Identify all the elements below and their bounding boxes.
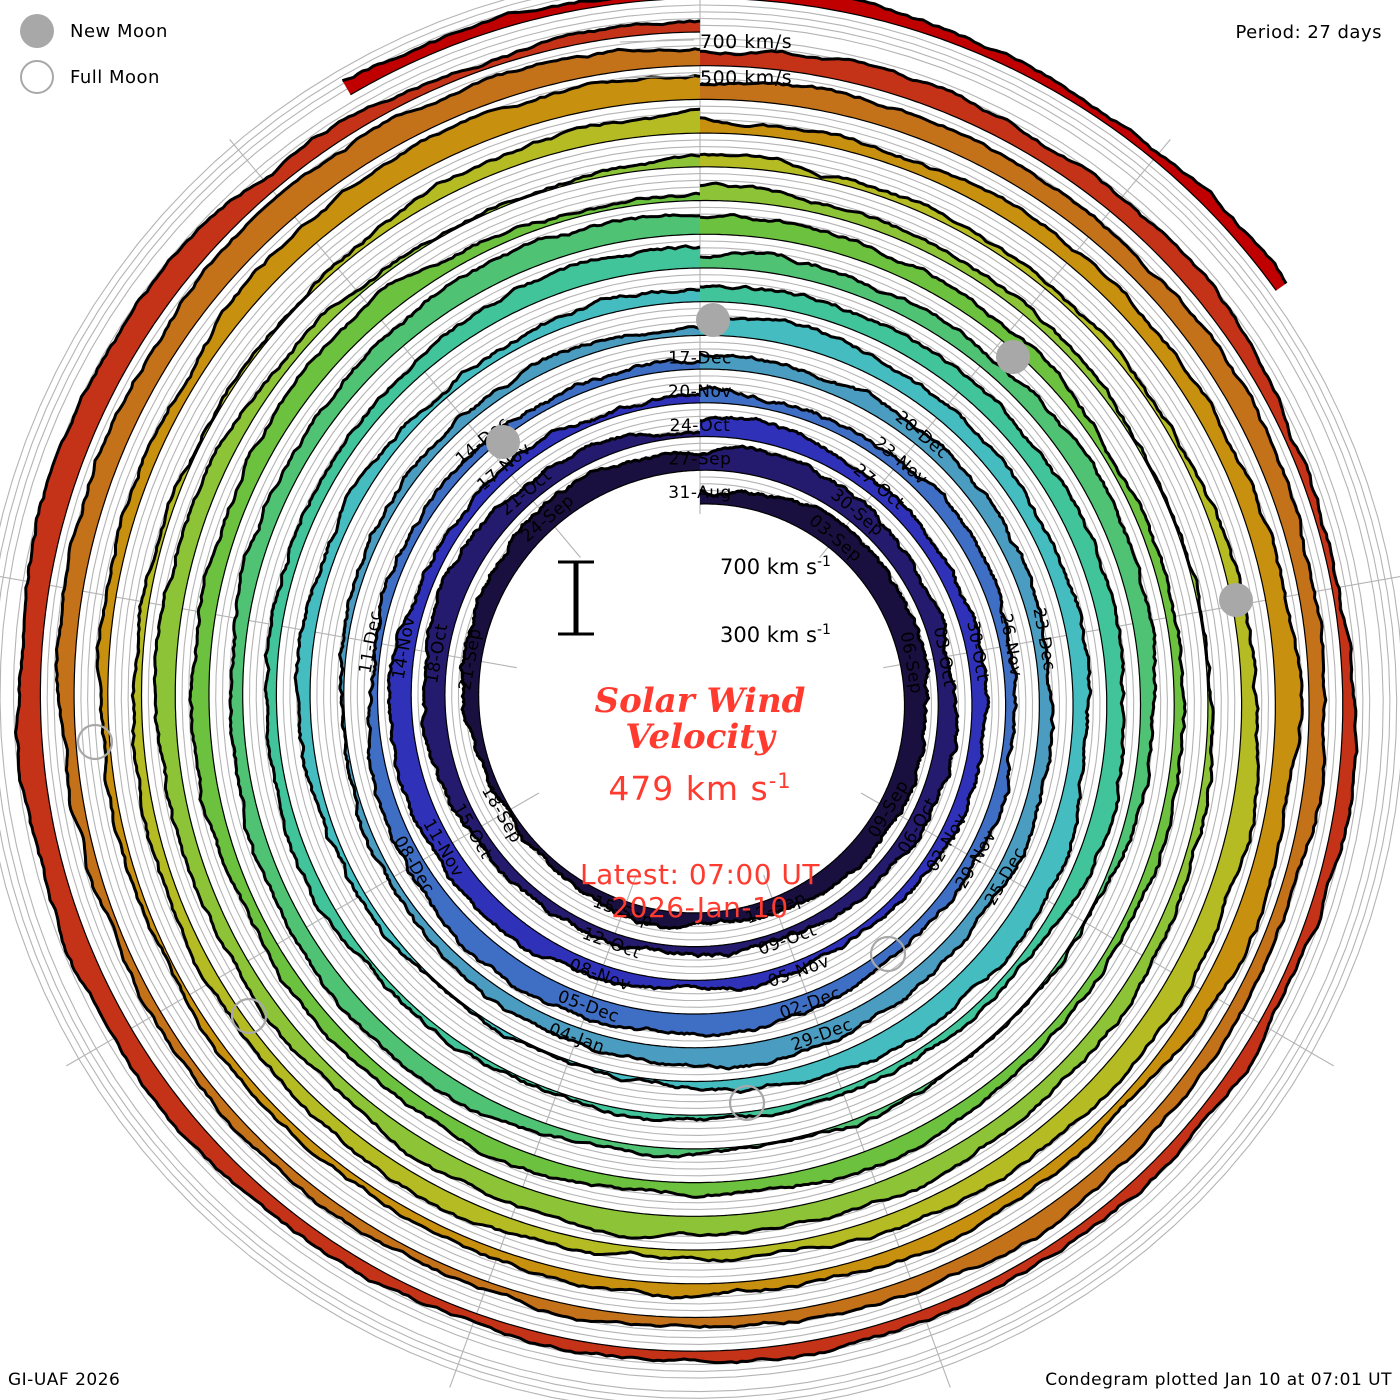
gridline [120,112,1263,1271]
gridline [147,139,1236,1244]
date-label: 27-Sep [669,449,732,469]
full-moon-marker [230,997,268,1035]
gridline [114,105,1270,1278]
rotation-baseline [107,98,1276,1285]
date-label: 20-Nov [668,382,732,402]
gridline [127,119,1256,1265]
date-label: 15-Sep [590,892,656,932]
date-label: 04-Jan [546,1019,607,1058]
moon-legend: New Moon Full Moon [20,8,168,100]
radial-tick-line [619,39,695,43]
gridline [46,38,1337,1345]
date-label: 05-Nov [765,951,832,992]
rotation-baseline [343,334,1040,1049]
gridline [255,247,1128,1136]
gridline [316,307,1067,1076]
legend-item-full-moon: Full Moon [20,54,168,100]
gridline [188,179,1195,1204]
rotation-baseline [350,0,1277,291]
legend-item-new-moon: New Moon [20,8,168,54]
velocity-trace [95,74,1304,1300]
radial-tick-line [619,75,695,79]
radial-spoke [763,874,951,1388]
velocity-trace [293,287,1093,1094]
velocity-trace [54,47,1328,1329]
gridline [181,173,1202,1211]
date-label: 24-Oct [670,416,731,436]
rotation-baseline [376,368,1007,1015]
new-moon-marker [696,303,730,337]
radial-axis-layer: 700 km/s 500 km/s [619,31,792,89]
legend-label-full-moon: Full Moon [70,66,160,88]
rotation-baseline [174,166,1209,1217]
rotation-baseline [242,233,1142,1150]
rotation-baseline [208,200,1175,1184]
rotation-baseline [39,31,1344,1352]
gridline [215,206,1168,1177]
velocity-trace [152,153,1215,1240]
date-label: 17-Dec [668,348,732,368]
date-label: 09-Oct [755,920,819,960]
rotation-baseline [410,402,973,981]
plotted-label: Condegram plotted Jan 10 at 07:01 UT [1045,1370,1392,1390]
velocity-trace [386,392,991,992]
velocity-trace [263,244,1126,1123]
rotation-baseline [444,436,939,948]
credit-label: GI-UAF 2026 [8,1370,121,1390]
velocity-trace [228,213,1158,1159]
velocity-trace [338,325,1056,1071]
gridline [323,314,1061,1069]
velocity-trace [420,430,960,959]
date-label: 12-Sep [743,888,809,928]
new-moon-marker [1219,583,1253,617]
velocity-trace [341,0,1288,285]
spiral-band-layer [14,0,1359,1365]
gridline [451,442,932,941]
gridline [282,274,1101,1109]
gridline [350,341,1034,1042]
radial-tick-label: 700 km/s [700,31,792,53]
date-label: 08-Nov [566,955,633,996]
full-moon-marker [728,1084,766,1122]
gridline [248,240,1135,1143]
gridline [289,280,1094,1103]
gridline [12,4,1371,1379]
velocity-trace [14,19,1359,1365]
date-label: 12-Oct [579,924,643,964]
rotation-baseline [275,267,1108,1116]
legend-label-new-moon: New Moon [70,20,168,42]
radial-tick-label: 500 km/s [700,67,792,89]
date-label: 02-Dec [777,983,844,1024]
rotation-baseline [73,65,1310,1319]
rotation-baseline [140,132,1243,1251]
rotation-baseline [309,301,1074,1083]
velocity-trace [458,450,931,930]
period-label: Period: 27 days [1235,22,1382,43]
full-moon-marker [76,723,114,761]
date-label: 31-Aug [668,483,732,503]
gridline [390,382,993,1002]
gridline [87,78,1297,1305]
gridline [80,71,1303,1312]
velocity-trace [366,358,1018,1038]
gridline [383,375,1000,1008]
new-moon-marker [486,425,520,459]
velocity-trace [130,107,1260,1263]
rotation-baseline [477,469,906,914]
new-moon-icon [20,14,54,48]
full-moon-marker [869,935,907,973]
rotation-band [154,154,1214,1239]
date-label: 29-Dec [789,1015,856,1056]
moon-marker-layer [76,303,1253,1122]
velocity-trace [188,191,1187,1199]
full-moon-icon [20,60,54,94]
new-moon-marker [996,340,1030,374]
gridline [417,409,966,975]
